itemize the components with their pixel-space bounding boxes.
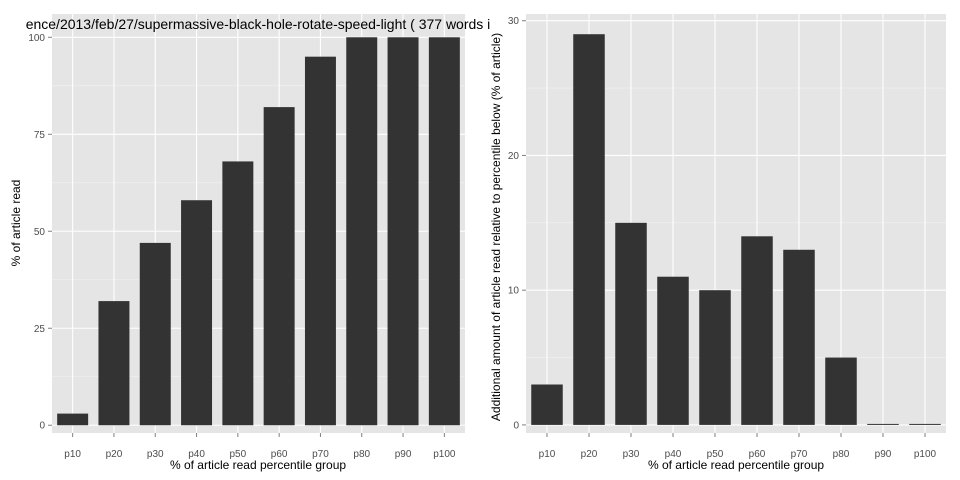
- right-y-ticks: 0 10 20 30: [508, 16, 526, 431]
- left-x-tick-label: p30: [147, 449, 164, 460]
- left-bar-p20: [98, 301, 130, 426]
- right-bar-p10: [531, 384, 563, 425]
- left-bar-p40: [181, 200, 213, 426]
- right-bar-p20: [573, 34, 605, 425]
- right-bar-p70: [783, 249, 815, 425]
- right-bar-p100: [909, 423, 941, 425]
- left-x-tick-label: p90: [395, 449, 412, 460]
- left-x-tick-label: p50: [230, 449, 247, 460]
- right-bar-p30: [615, 222, 647, 425]
- right-bar-p50: [699, 290, 731, 425]
- right-x-ticks: p10 p20 p30 p40 p50 p60 p70 p80 p90 p100: [539, 433, 937, 460]
- left-x-tick-label: p70: [312, 449, 329, 460]
- right-x-tick-label: p50: [707, 449, 724, 460]
- left-y-axis-title: % of article read: [9, 180, 23, 267]
- left-y-ticks: 0 25 50 75 100: [28, 33, 52, 432]
- left-y-tick-label: 0: [39, 421, 45, 432]
- right-x-axis-title: % of article read percentile group: [648, 458, 824, 472]
- left-x-tick-label: p80: [353, 449, 370, 460]
- right-bar-p80: [825, 357, 857, 425]
- left-x-tick-label: p60: [271, 449, 288, 460]
- right-y-tick-label: 30: [508, 16, 520, 27]
- right-y-axis-title: Additional amount of article read relati…: [489, 33, 503, 421]
- right-x-tick-label: p90: [875, 449, 892, 460]
- left-bar-p80: [346, 37, 378, 426]
- left-bar-p90: [387, 37, 419, 426]
- right-y-tick-label: 20: [508, 151, 520, 162]
- left-x-tick-label: p20: [106, 449, 123, 460]
- right-bar-p40: [657, 276, 689, 425]
- left-x-tick-label: p10: [64, 449, 81, 460]
- left-bars: [57, 37, 460, 426]
- left-bar-p100: [428, 37, 460, 426]
- right-bar-p90: [867, 423, 899, 425]
- right-x-tick-label: p80: [833, 449, 850, 460]
- left-x-tick-label: p100: [433, 449, 456, 460]
- right-bar-p60: [741, 236, 773, 425]
- left-bar-p70: [304, 56, 336, 426]
- right-x-tick-label: p30: [623, 449, 640, 460]
- left-x-ticks: p10 p20 p30 p40 p50 p60 p70 p80 p90 p100: [64, 433, 456, 460]
- left-bar-p50: [222, 161, 254, 426]
- left-y-tick-label: 25: [34, 324, 46, 335]
- left-bar-p30: [139, 242, 171, 426]
- left-y-tick-label: 100: [28, 33, 45, 44]
- left-x-axis-title: % of article read percentile group: [170, 458, 346, 472]
- left-x-tick-label: p40: [188, 449, 205, 460]
- right-y-tick-label: 10: [508, 286, 520, 297]
- right-x-tick-label: p100: [914, 449, 937, 460]
- right-x-tick-label: p10: [539, 449, 556, 460]
- right-y-tick-label: 0: [513, 420, 519, 431]
- left-y-tick-label: 50: [34, 227, 46, 238]
- right-x-tick-label: p20: [581, 449, 598, 460]
- left-y-tick-label: 75: [34, 130, 46, 141]
- left-bar-p10: [57, 413, 89, 426]
- right-x-tick-label: p70: [791, 449, 808, 460]
- right-x-tick-label: p40: [665, 449, 682, 460]
- right-x-tick-label: p60: [749, 449, 766, 460]
- left-chart-title: ence/2013/feb/27/supermassive-black-hole…: [26, 16, 491, 32]
- right-bars: [531, 34, 941, 425]
- left-bar-p60: [263, 107, 295, 426]
